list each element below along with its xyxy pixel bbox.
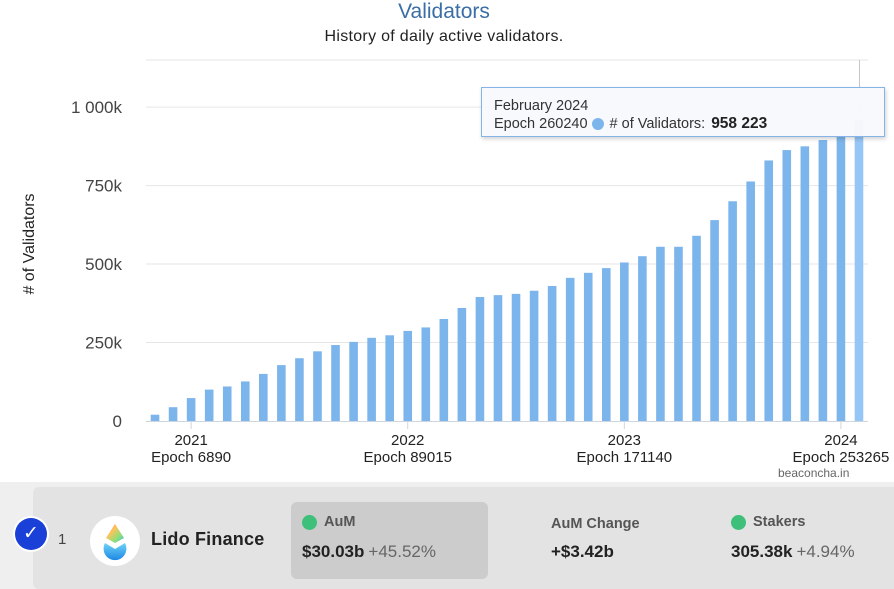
stakers-change-percent: +4.94% xyxy=(796,542,855,561)
tooltip-epoch: Epoch 260240 xyxy=(494,116,588,132)
bar[interactable] xyxy=(583,272,593,421)
bar[interactable] xyxy=(421,327,431,421)
bar[interactable] xyxy=(782,150,792,421)
bar[interactable] xyxy=(457,307,467,421)
bar[interactable] xyxy=(475,297,485,421)
lido-logo-icon xyxy=(90,516,140,566)
bar[interactable] xyxy=(349,341,358,421)
tooltip-value: 958 223 xyxy=(711,115,768,132)
bar[interactable] xyxy=(186,398,196,421)
x-tick-year: 2023 xyxy=(608,432,641,449)
bar[interactable] xyxy=(259,373,268,421)
x-tick-epoch: Epoch 89015 xyxy=(364,449,452,466)
bar[interactable] xyxy=(385,335,394,421)
bar[interactable] xyxy=(547,286,557,421)
aum-status-dot-icon xyxy=(302,514,317,530)
stakers-label: Stakers xyxy=(731,514,805,530)
y-tick-label: 750k xyxy=(85,177,122,196)
bar[interactable] xyxy=(403,330,413,421)
bar[interactable] xyxy=(836,136,846,421)
bar[interactable] xyxy=(764,160,774,421)
bar[interactable] xyxy=(204,389,214,421)
x-tick-epoch: Epoch 253265 xyxy=(793,449,890,466)
bar[interactable] xyxy=(240,381,250,421)
bar[interactable] xyxy=(728,201,737,421)
bar[interactable] xyxy=(692,235,701,421)
aum-stat-box xyxy=(291,502,488,579)
bar[interactable] xyxy=(710,220,719,421)
bar[interactable] xyxy=(150,414,160,421)
stakers-status-dot-icon xyxy=(731,514,746,530)
bar[interactable] xyxy=(295,358,304,421)
x-tick-year: 2021 xyxy=(174,432,207,449)
aum-change-label-text: AuM Change xyxy=(551,516,640,532)
stakers-label-text: Stakers xyxy=(753,514,806,530)
tooltip-month: February 2024 xyxy=(494,98,589,114)
bar[interactable] xyxy=(620,262,629,421)
bar[interactable] xyxy=(565,277,575,421)
tooltip-series-dot-icon xyxy=(591,118,604,130)
bar[interactable] xyxy=(529,290,539,421)
bar[interactable] xyxy=(800,146,810,421)
tooltip-series-label: # of Validators: xyxy=(609,116,706,132)
bar[interactable] xyxy=(674,246,683,421)
bar[interactable] xyxy=(601,268,611,421)
bar[interactable] xyxy=(168,407,178,421)
aum-change-percent: +45.52% xyxy=(368,542,436,561)
bar[interactable] xyxy=(638,256,647,421)
y-tick-label: 1 000k xyxy=(71,98,123,117)
bar[interactable] xyxy=(854,120,864,421)
aum-label-text: AuM xyxy=(324,514,356,530)
chart-title: Validators xyxy=(398,0,490,23)
selected-check-icon[interactable]: ✓ xyxy=(15,518,47,550)
chart-credit[interactable]: beaconcha.in xyxy=(778,466,850,480)
aum-value-line: $30.03b +45.52% xyxy=(302,542,436,562)
x-tick-epoch: Epoch 6890 xyxy=(151,449,231,466)
aum-value: $30.03b xyxy=(302,542,365,561)
provider-rank: 1 xyxy=(58,531,67,548)
bar[interactable] xyxy=(656,246,665,421)
bar[interactable] xyxy=(313,351,322,421)
bar[interactable] xyxy=(493,295,503,421)
y-tick-label: 250k xyxy=(85,334,122,353)
x-tick-year: 2024 xyxy=(824,432,857,449)
bar[interactable] xyxy=(746,181,755,421)
bar[interactable] xyxy=(222,386,232,421)
bar[interactable] xyxy=(511,293,521,421)
provider-name[interactable]: Lido Finance xyxy=(151,529,265,549)
bar[interactable] xyxy=(277,365,286,421)
bar[interactable] xyxy=(818,140,828,422)
chart-subtitle: History of daily active validators. xyxy=(324,28,564,45)
bar[interactable] xyxy=(439,318,449,421)
chart-tooltip: February 2024 Epoch 260240 # of Validato… xyxy=(481,87,885,137)
x-tick-year: 2022 xyxy=(391,432,424,449)
stakers-value-line: 305.38k +4.94% xyxy=(731,542,855,562)
y-tick-label: 500k xyxy=(85,255,122,274)
bar[interactable] xyxy=(367,337,376,421)
bar[interactable] xyxy=(331,345,340,421)
x-tick-epoch: Epoch 171140 xyxy=(577,449,673,466)
aum-change-label: AuM Change xyxy=(551,516,640,532)
aum-label: AuM xyxy=(302,514,355,530)
aum-change-value: +$3.42b xyxy=(551,542,614,561)
y-tick-label: 0 xyxy=(113,412,122,431)
stakers-value: 305.38k xyxy=(731,542,793,561)
